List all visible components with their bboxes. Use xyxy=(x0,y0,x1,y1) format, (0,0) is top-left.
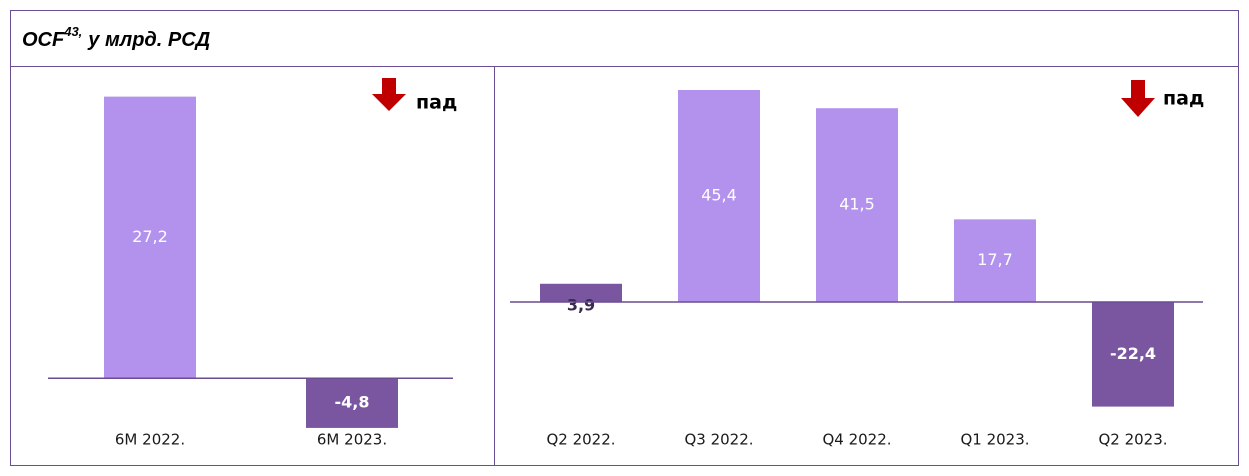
value-label: 45,4 xyxy=(701,185,737,204)
value-label: 3,9 xyxy=(567,296,595,315)
title-rest: у млрд. РСД xyxy=(87,29,210,51)
down-arrow xyxy=(372,78,406,111)
value-label: 27,2 xyxy=(132,227,168,246)
frame xyxy=(10,10,1239,466)
value-label: -4,8 xyxy=(335,393,370,412)
x-tick-label: Q3 2022. xyxy=(684,431,753,449)
x-tick-label: Q1 2023. xyxy=(960,431,1029,449)
bar xyxy=(540,283,622,302)
bar xyxy=(306,378,398,428)
title: OCF43, у млрд. РСД xyxy=(22,24,210,51)
x-tick-label: Q2 2022. xyxy=(546,431,615,449)
x-tick-label: Q4 2022. xyxy=(822,431,891,449)
bar xyxy=(678,89,760,303)
down-arrow xyxy=(1121,80,1155,117)
value-label: 17,7 xyxy=(977,250,1013,269)
annotation: пад xyxy=(416,92,457,114)
annotation: пад xyxy=(1163,88,1204,110)
value-label: 41,5 xyxy=(839,195,875,214)
value-label: -22,4 xyxy=(1110,344,1156,363)
title-sup: 43, xyxy=(63,24,82,39)
bar xyxy=(816,108,898,302)
bar xyxy=(954,219,1036,302)
bar xyxy=(1092,302,1174,407)
title-main: OCF xyxy=(22,29,65,51)
x-tick-label: 6M 2023. xyxy=(317,431,387,449)
bar xyxy=(104,96,196,379)
x-tick-label: Q2 2023. xyxy=(1098,431,1167,449)
x-tick-label: 6M 2022. xyxy=(115,431,185,449)
